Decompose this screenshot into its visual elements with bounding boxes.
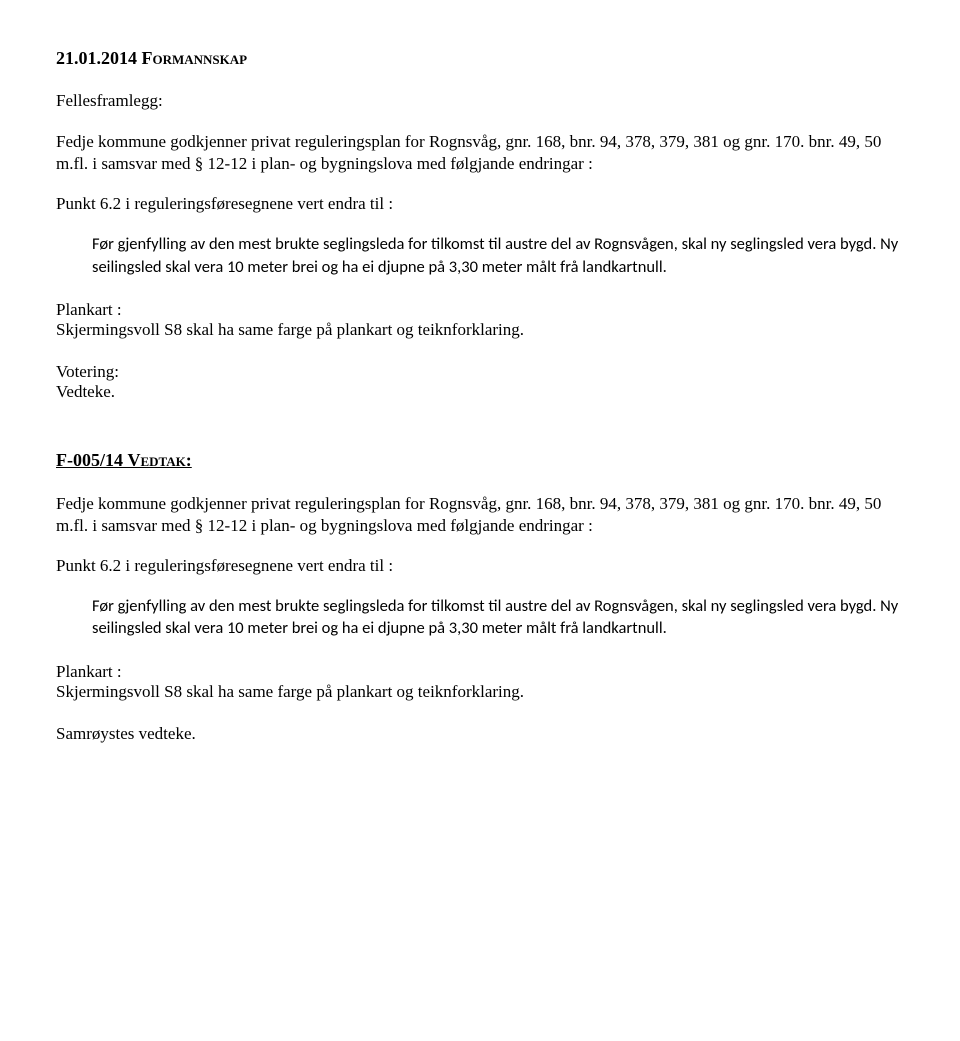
vedtak-label: Vedtak: bbox=[128, 450, 192, 470]
heading-title: Formannskap bbox=[142, 48, 248, 68]
votering-block: Votering: Vedteke. bbox=[56, 362, 904, 402]
vedtak-plankart-label: Plankart : bbox=[56, 662, 904, 682]
vedtak-final: Samrøystes vedteke. bbox=[56, 724, 904, 744]
heading-date: 21.01.2014 bbox=[56, 48, 137, 68]
vedtak-para2: Punkt 6.2 i reguleringsføresegnene vert … bbox=[56, 555, 904, 577]
fellesframlegg-label: Fellesframlegg: bbox=[56, 91, 904, 111]
vedtak-heading: F-005/14 Vedtak: bbox=[56, 450, 904, 471]
section1-para1: Fedje kommune godkjenner privat reguleri… bbox=[56, 131, 904, 175]
votering-value: Vedteke. bbox=[56, 382, 904, 402]
votering-label: Votering: bbox=[56, 362, 904, 382]
vedtak-para1: Fedje kommune godkjenner privat reguleri… bbox=[56, 493, 904, 537]
vedtak-plankart-text: Skjermingsvoll S8 skal ha same farge på … bbox=[56, 682, 904, 702]
vedtak-indent: Før gjenfylling av den mest brukte segli… bbox=[92, 595, 904, 640]
section1-plankart-label: Plankart : bbox=[56, 300, 904, 320]
section1-indent: Før gjenfylling av den mest brukte segli… bbox=[92, 233, 904, 278]
document-heading: 21.01.2014 Formannskap bbox=[56, 48, 904, 69]
section1-plankart-text: Skjermingsvoll S8 skal ha same farge på … bbox=[56, 320, 904, 340]
vedtak-code: F-005/14 bbox=[56, 450, 123, 470]
section1-para2: Punkt 6.2 i reguleringsføresegnene vert … bbox=[56, 193, 904, 215]
